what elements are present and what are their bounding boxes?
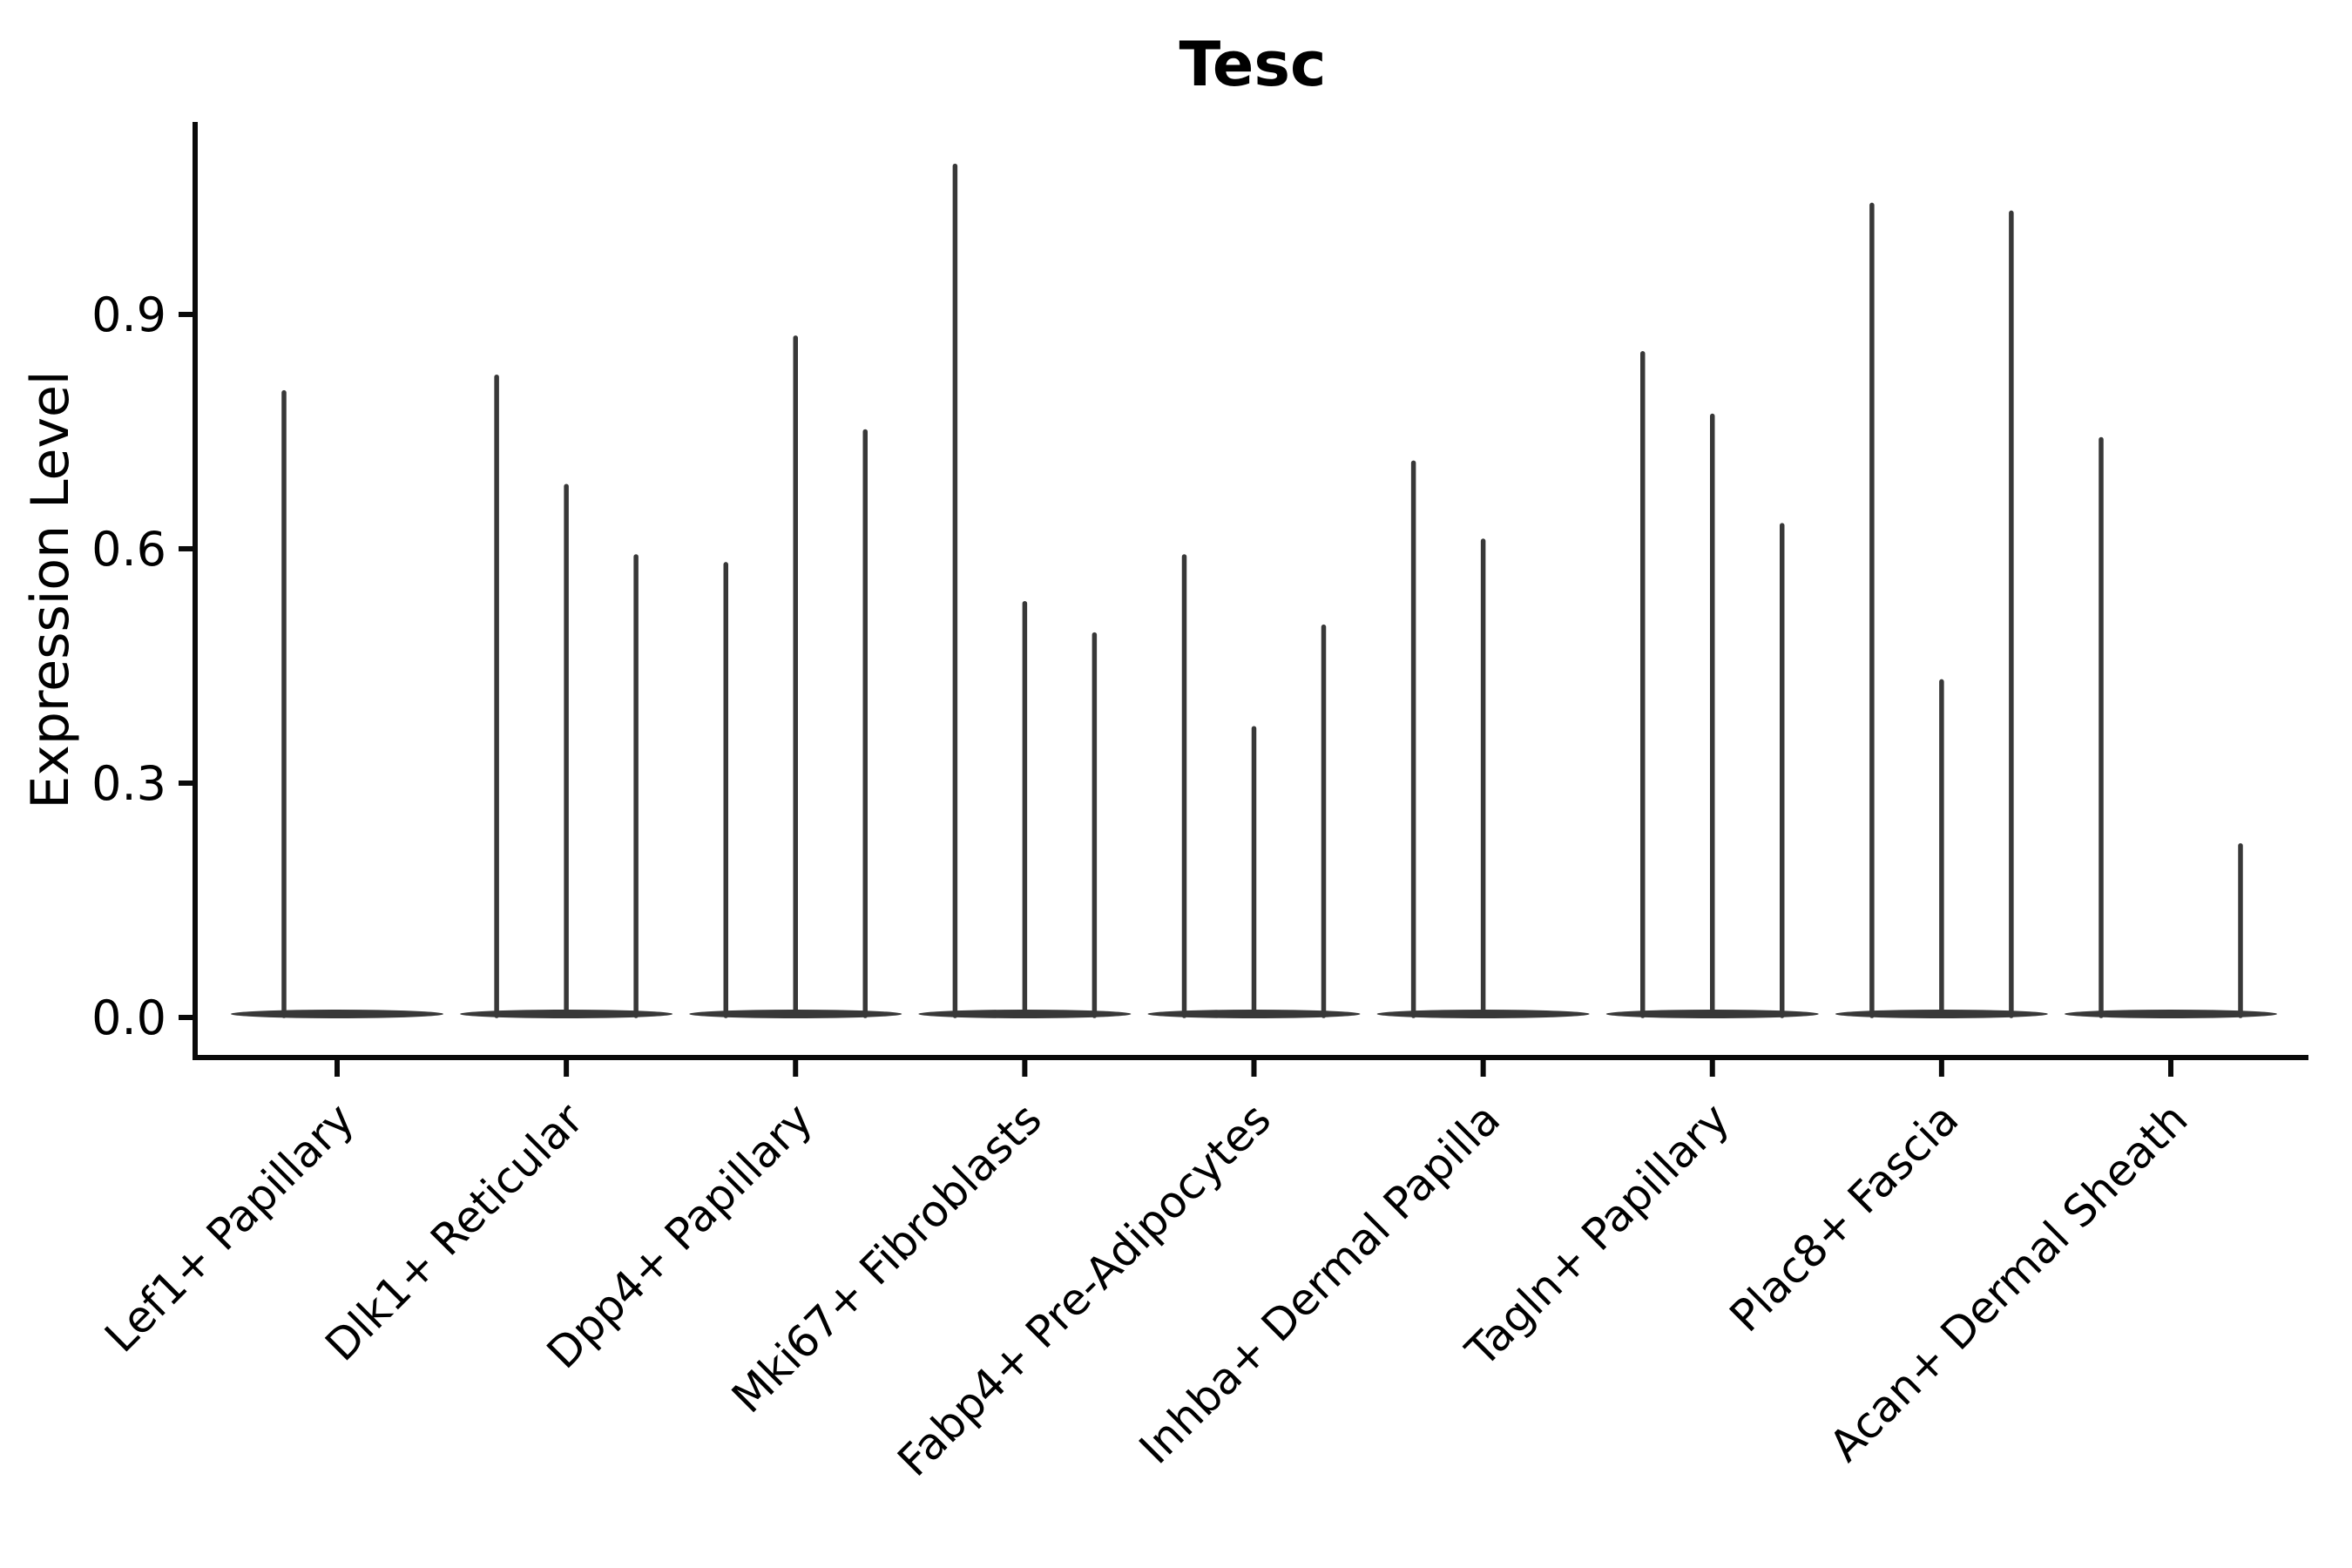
- violins-layer: [231, 163, 2277, 1018]
- violin-base: [1147, 1010, 1361, 1018]
- x-tick-label: Fabp4+ Pre-Adipocytes: [888, 1093, 1281, 1486]
- violin-group: [689, 335, 902, 1018]
- violin-base: [231, 1010, 443, 1018]
- chart-title: Tesc: [1179, 29, 1326, 100]
- y-axis: [193, 122, 198, 1060]
- violin-group: [1376, 460, 1590, 1018]
- violin-group: [231, 389, 443, 1018]
- violin-base: [460, 1010, 673, 1018]
- violin-group: [460, 374, 673, 1018]
- y-tick-label: 0.3: [91, 756, 166, 811]
- violin-base: [1605, 1010, 1819, 1018]
- violin-base: [918, 1010, 1132, 1018]
- y-axis-label: Expression Level: [20, 370, 81, 808]
- y-tick-label: 0.9: [91, 287, 166, 342]
- violin-group: [2065, 436, 2277, 1018]
- violin-base: [2065, 1010, 2277, 1018]
- y-tick-label: 0.6: [91, 522, 166, 577]
- violin-group: [1605, 351, 1819, 1018]
- violin-group: [1147, 554, 1361, 1018]
- x-tick-label: Plac8+ Fascia: [1720, 1093, 1969, 1342]
- x-axis: [193, 1055, 2308, 1060]
- y-tick-label: 0.0: [91, 990, 166, 1045]
- violin-group: [1835, 202, 2048, 1018]
- violin-base: [689, 1010, 902, 1018]
- violin-base: [1376, 1010, 1590, 1018]
- x-tick-label: Lef1+ Papillary: [95, 1093, 363, 1362]
- violin-group: [918, 163, 1132, 1018]
- violin-base: [1835, 1010, 2048, 1018]
